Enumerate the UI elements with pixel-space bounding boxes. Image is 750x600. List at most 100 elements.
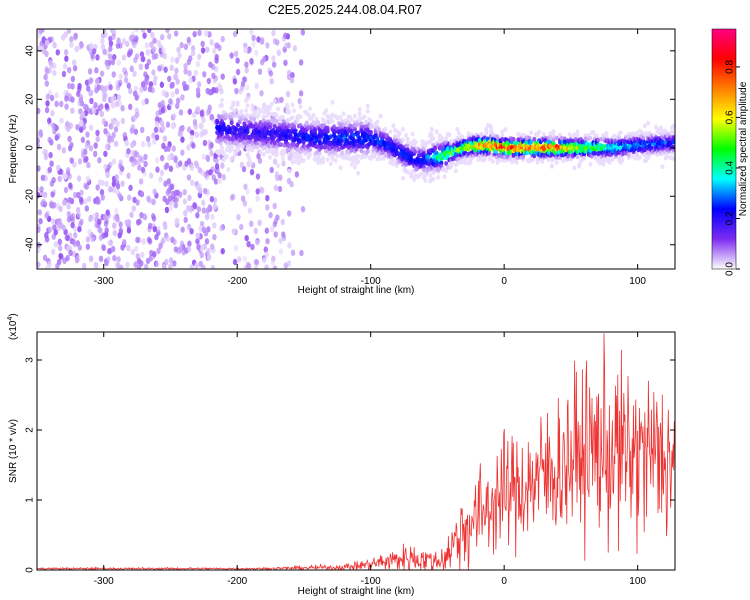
spectrogram-noise-cell — [195, 212, 200, 219]
spectrogram-noise-cell — [199, 110, 204, 117]
spectrogram-ridge-cell — [535, 160, 540, 165]
spectrogram-ridge-cell — [644, 131, 649, 136]
spectrogram-ridge-cell — [219, 102, 224, 108]
spectrogram-noise-cell — [246, 47, 251, 54]
spectrogram-noise-cell — [268, 70, 274, 77]
spectrogram-ridge-cell — [575, 154, 580, 160]
spectrogram-ridge-cell — [583, 136, 588, 142]
spectrogram-ridge-cell — [264, 126, 269, 132]
spectrogram-ridge-cell — [306, 112, 311, 118]
spectrogram-noise-cell — [120, 180, 125, 187]
spectrogram-noise-cell — [138, 63, 144, 71]
spectrogram-noise-cell — [109, 123, 114, 130]
spectrogram-noise-cell — [58, 205, 63, 212]
spectrogram-noise-cell — [55, 164, 61, 171]
spectrogram-noise-cell — [163, 180, 168, 187]
spectrogram-ridge-cell — [274, 112, 279, 118]
spectrogram-noise-cell — [44, 106, 50, 114]
spectrogram-ridge-cell — [229, 114, 234, 120]
spectrogram-ridge-cell — [293, 128, 298, 134]
spectrogram-ridge-cell — [457, 130, 462, 136]
spectrogram-noise-cell — [70, 96, 75, 103]
spectrogram-noise-cell — [145, 135, 151, 143]
spectrogram-ridge-cell — [397, 131, 402, 136]
spectrogram-noise-cell — [120, 105, 125, 112]
spectrogram-noise-cell — [44, 232, 49, 239]
spectrogram-noise-cell — [271, 29, 276, 37]
spectrogram-ridge-cell — [356, 159, 361, 165]
spectrogram-ridge-cell — [423, 143, 428, 149]
spectrogram-ridge-cell — [224, 154, 229, 159]
spectrogram-noise-cell — [159, 169, 165, 177]
spectrogram-noise-cell — [160, 99, 165, 107]
spectrogram-noise-cell — [130, 248, 136, 256]
spectrogram-noise-cell — [180, 94, 185, 101]
spectrogram-noise-cell — [254, 82, 259, 90]
spectrogram-noise-cell — [152, 37, 157, 44]
spectrogram-noise-cell — [245, 261, 251, 268]
spectrogram-noise-cell — [132, 90, 138, 97]
spectrogram-ridge-cell — [439, 160, 444, 166]
spectrogram-noise-cell — [125, 261, 130, 269]
spectrogram-noise-cell — [95, 135, 100, 143]
spectrogram-noise-cell — [104, 180, 109, 188]
spectrogram-noise-cell — [210, 243, 215, 250]
spectrogram-noise-cell — [103, 150, 108, 158]
spectrogram-noise-cell — [129, 34, 134, 41]
spectrogram-noise-cell — [84, 205, 90, 212]
spectrogram-noise-cell — [76, 175, 82, 182]
spectrogram-ridge-cell — [450, 160, 455, 166]
spectrogram-noise-cell — [58, 244, 63, 252]
spectrogram-ridge-cell — [455, 126, 460, 132]
spectrogram-noise-cell — [211, 86, 216, 94]
spectrogram-noise-cell — [165, 29, 170, 34]
spectrogram-noise-cell — [265, 204, 270, 211]
spectrogram-ridge-cell — [400, 175, 405, 181]
spectrogram-noise-cell — [276, 49, 282, 57]
spectrogram-ridge-cell — [378, 113, 383, 119]
spectrogram-noise-cell — [197, 29, 202, 37]
spectrogram-noise-cell — [146, 236, 152, 244]
spectrogram-ridge-cell — [240, 144, 245, 150]
spectrogram-ridge-cell — [441, 167, 446, 172]
spectrogram-noise-cell — [43, 73, 48, 81]
spectrogram-ridge-cell — [466, 131, 471, 136]
spectrogram-noise-cell — [195, 238, 200, 245]
spectrogram-ridge-cell — [405, 138, 410, 144]
spectrogram-noise-cell — [156, 247, 161, 255]
colorbar-tick-label: 0.6 — [725, 110, 736, 124]
spectrogram-noise-cell — [257, 68, 263, 75]
spectrogram-noise-cell — [187, 240, 192, 247]
spectrogram-noise-cell — [186, 174, 192, 181]
spectrogram-ridge-cell — [298, 104, 303, 110]
spectrogram-noise-cell — [63, 186, 69, 194]
spectrogram-ridge-cell — [256, 125, 261, 131]
spectrogram-noise-cell — [114, 173, 119, 181]
spectrogram-noise-cell — [219, 88, 224, 95]
spectrogram-ridge-cell — [551, 128, 556, 134]
spectrogram-noise-cell — [272, 265, 278, 269]
spectrogram-ridge-cell — [357, 107, 362, 112]
spectrogram-noise-cell — [135, 253, 140, 260]
spectrogram-ridge-cell — [287, 151, 292, 157]
spectrogram-ridge-cell — [266, 143, 271, 148]
spectrogram-noise-cell — [111, 33, 116, 40]
spectrogram-ridge-cell — [272, 140, 277, 146]
spectrogram-ridge-cell — [335, 115, 340, 121]
spectrogram-ridge-cell — [431, 176, 436, 182]
spectrogram-noise-cell — [68, 249, 73, 257]
spectrogram-noise-cell — [131, 205, 136, 212]
spectrogram-noise-cell — [212, 77, 217, 84]
spectrogram-noise-cell — [49, 139, 54, 146]
spectrogram-noise-cell — [181, 249, 186, 256]
spectrogram-ridge-cell — [604, 130, 609, 136]
spectrogram-noise-cell — [77, 244, 83, 251]
spectrogram-noise-cell — [62, 199, 67, 206]
spectrogram-noise-cell — [114, 213, 120, 221]
spectrogram-noise-cell — [172, 238, 177, 246]
spectrogram-noise-cell — [173, 155, 178, 162]
spectrogram-noise-cell — [140, 251, 145, 259]
spectrogram-x-label: Height of straight line (km) — [298, 285, 415, 296]
spectrogram-noise-cell — [111, 158, 117, 165]
spectrogram-ridge-cell — [634, 131, 639, 137]
